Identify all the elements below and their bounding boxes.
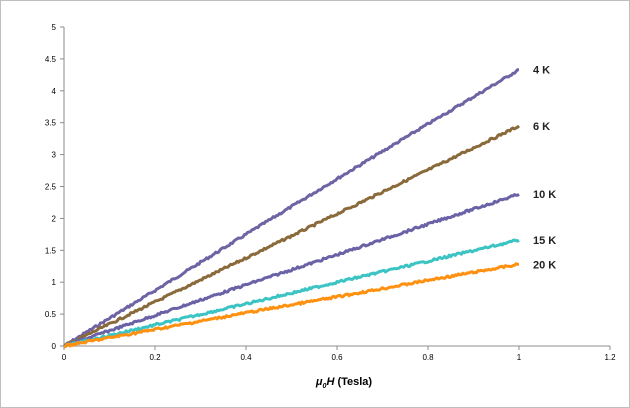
x-tick-label: 1 xyxy=(517,353,522,362)
y-tick-label: 0.5 xyxy=(45,310,57,319)
series-label: 20 K xyxy=(533,259,556,271)
y-tick-label: 3.5 xyxy=(45,119,57,128)
y-tick-label: 1 xyxy=(52,278,57,287)
series-line-6k xyxy=(62,124,521,348)
x-tick-label: 0.4 xyxy=(240,353,252,362)
series-line-15k xyxy=(63,238,520,349)
series-line-4k xyxy=(63,68,519,348)
series-label: 4 K xyxy=(533,65,550,77)
x-tick-label: 0.8 xyxy=(422,353,434,362)
x-tick-label: 0.2 xyxy=(149,353,161,362)
series-line-10k xyxy=(63,192,520,348)
tick-group: 0 0.2 0.4 0.6 0.8 1 1.2 0 0.5 1 1.5 2 2.5 3 3.5 4 4.5 5 xyxy=(45,23,616,362)
series-label: 6 K xyxy=(533,121,550,133)
series-line-20k xyxy=(63,262,520,349)
series-label: 15 K xyxy=(533,235,556,247)
y-tick-label: 0 xyxy=(52,342,57,351)
y-tick-label: 3 xyxy=(52,151,57,160)
x-axis-label: μ0H (Tesla) xyxy=(315,376,373,390)
series-group xyxy=(62,68,521,349)
series-label: 10 K xyxy=(533,189,556,201)
y-tick-label: 2.5 xyxy=(45,183,57,192)
y-tick-label: 4.5 xyxy=(45,55,57,64)
series-label-group: 4 K 6 K 10 K 15 K 20 K xyxy=(533,65,556,272)
y-tick-label: 1.5 xyxy=(45,246,57,255)
y-tick-label: 5 xyxy=(52,23,57,32)
x-tick-label: 0.6 xyxy=(331,353,343,362)
y-tick-label: 2 xyxy=(52,214,57,223)
x-tick-label: 0 xyxy=(62,353,67,362)
x-tick-label: 1.2 xyxy=(604,353,616,362)
y-tick-label: 4 xyxy=(52,87,57,96)
